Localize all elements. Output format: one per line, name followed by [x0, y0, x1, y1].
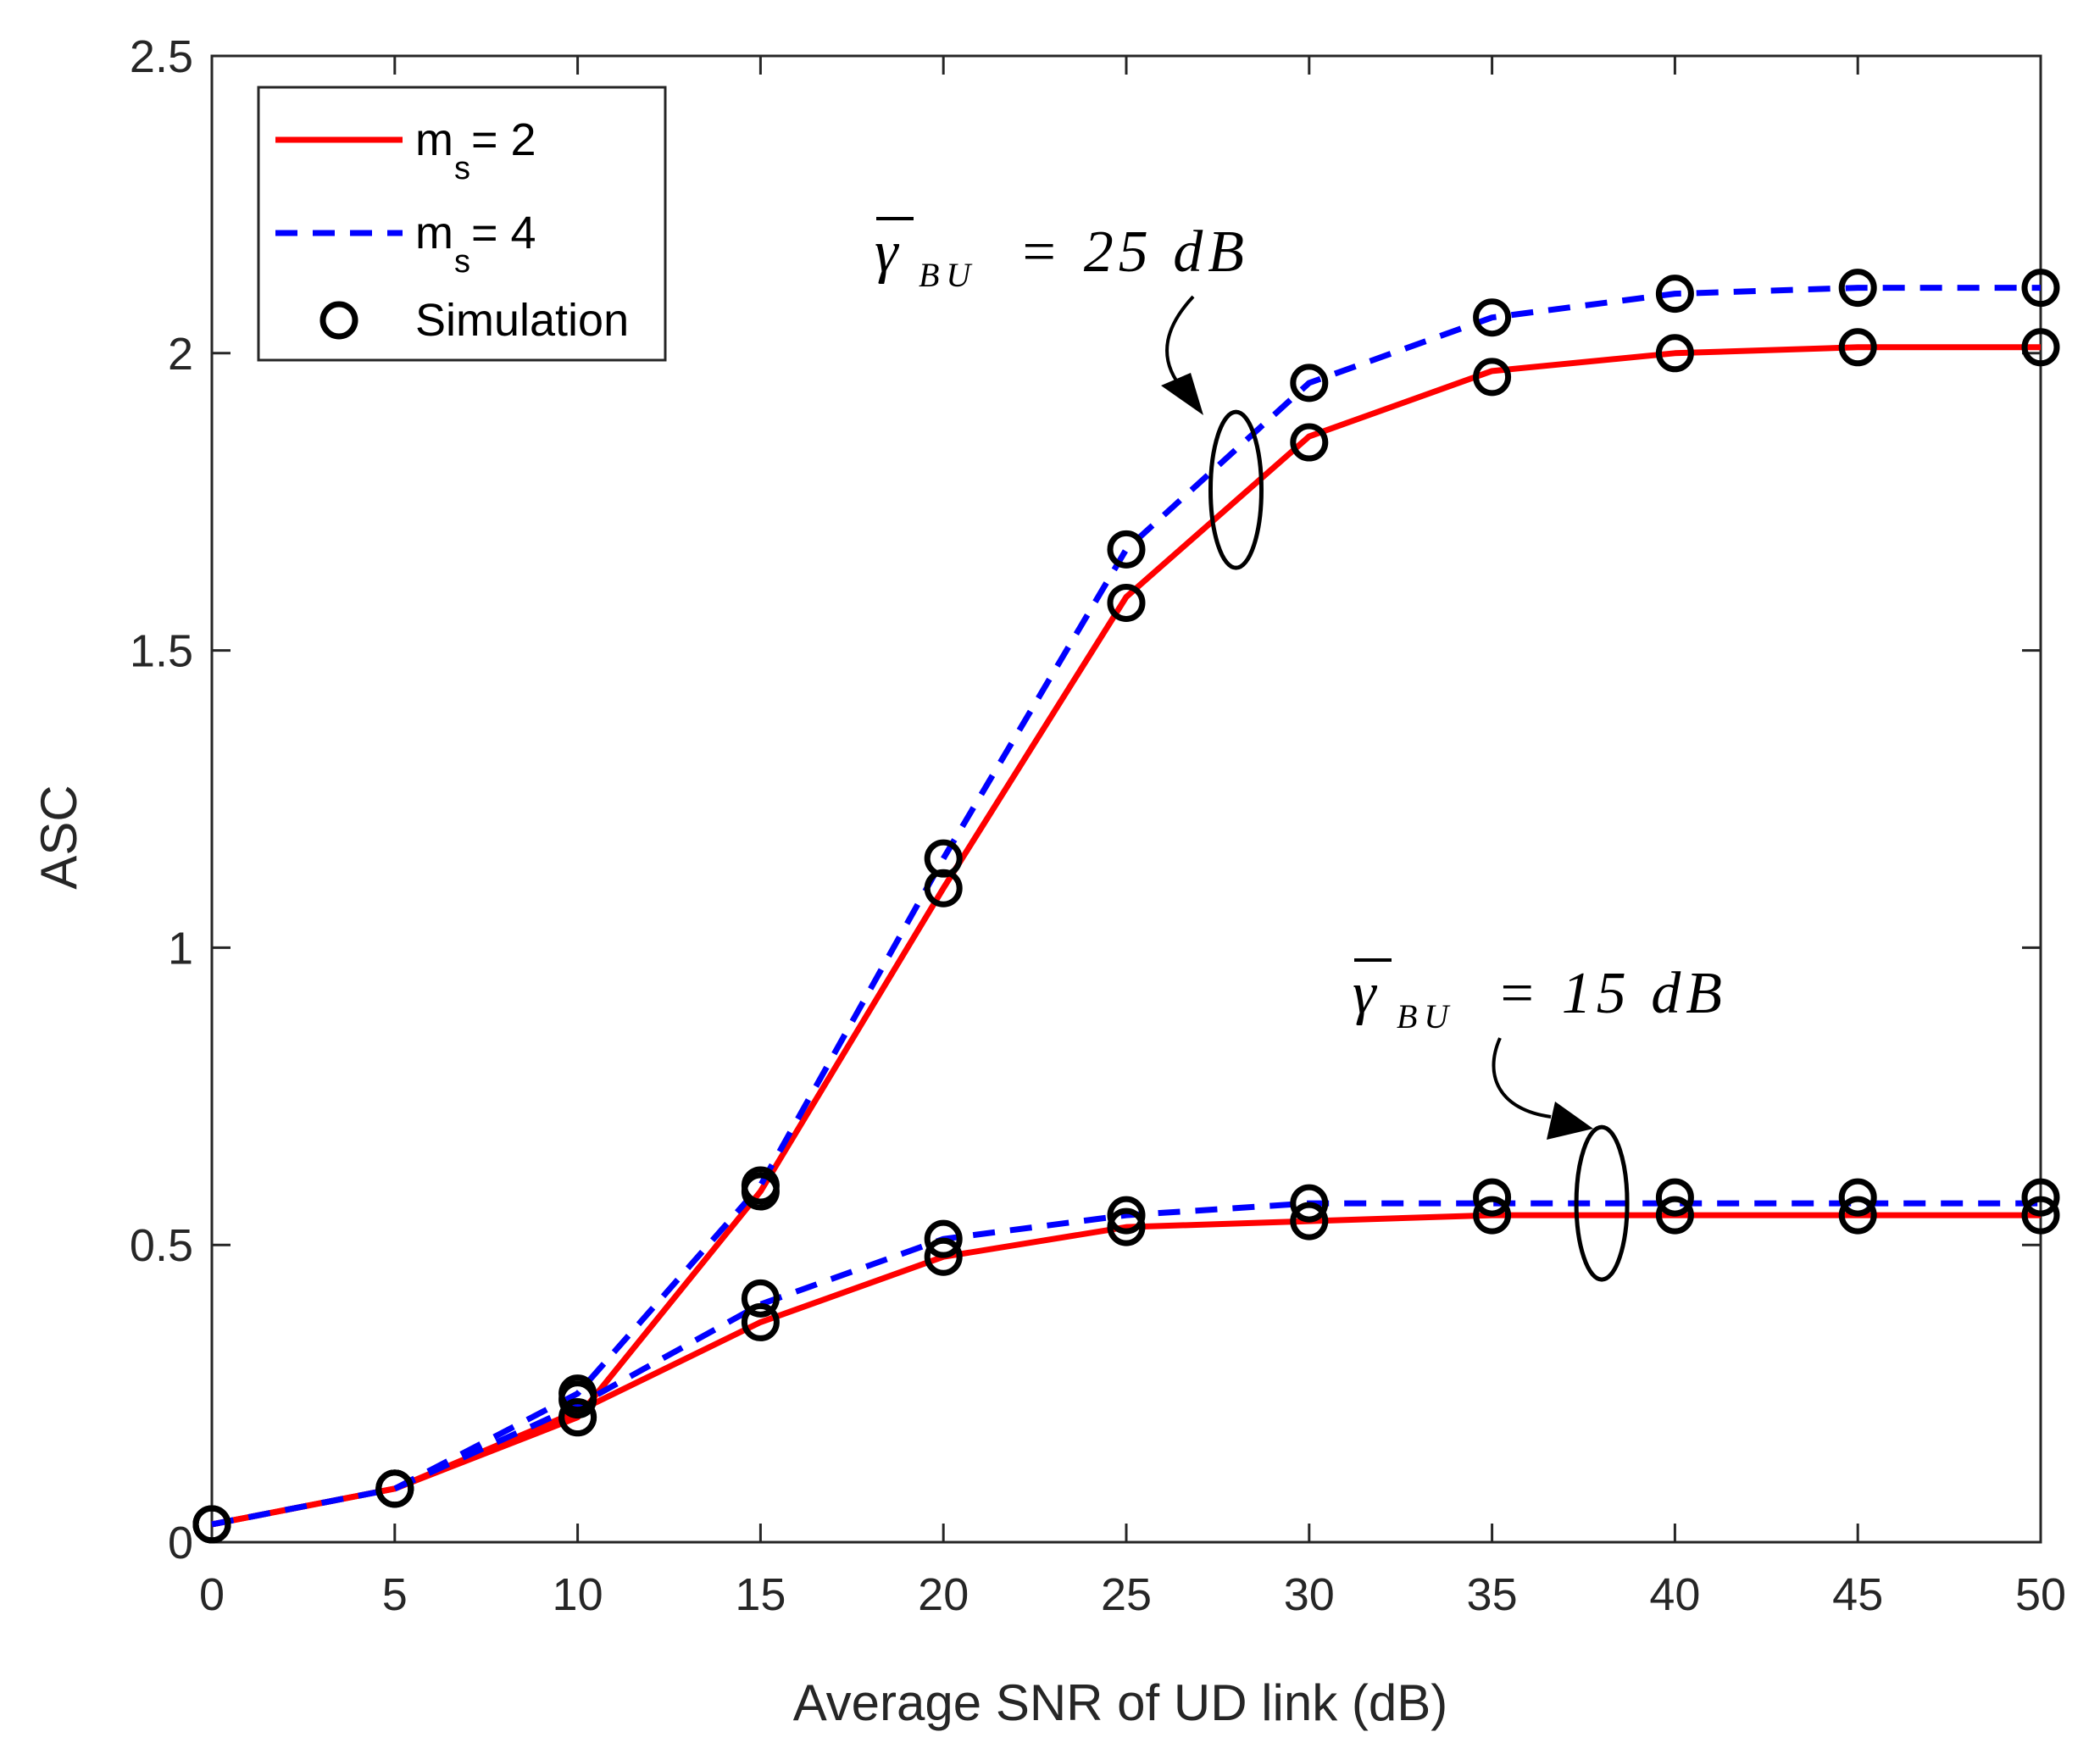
- simulation-marker: [1838, 328, 1877, 367]
- axis-ticks: 0 5 10 15 20 25 30 35 40 45 50 0 0.5 1 1.5 2 2.5: [130, 31, 2066, 1620]
- legend-label-1: m: [415, 114, 453, 165]
- simulation-marker: [1107, 583, 1146, 622]
- legend-label-2: m: [415, 208, 453, 258]
- annotation-ellipse: [1574, 1124, 1630, 1282]
- simulation-marker: [1290, 364, 1329, 402]
- x-tick-label: 5: [382, 1569, 408, 1620]
- simulation-marker: [1838, 269, 1877, 308]
- series-line-1: [211, 344, 2041, 1528]
- annotation-text: = 15 dB: [1497, 961, 1727, 1026]
- simulation-marker: [1838, 1196, 1877, 1235]
- annotation-subscript: BU: [1397, 997, 1455, 1035]
- annotation-arrowhead: [1161, 373, 1203, 415]
- annotation-symbol: γ: [1353, 961, 1381, 1026]
- series-lines: [211, 285, 2041, 1528]
- annotation-subscript: BU: [919, 256, 977, 294]
- simulation-marker: [1290, 1202, 1329, 1241]
- simulation-marker: [1473, 1178, 1512, 1217]
- simulation-markers: [192, 269, 2060, 1544]
- x-tick-label: 20: [918, 1569, 969, 1620]
- legend-label-3: Simulation: [415, 295, 629, 346]
- x-tick-label: 50: [2015, 1569, 2066, 1620]
- simulation-marker: [741, 1166, 780, 1205]
- x-tick-label: 40: [1649, 1569, 1700, 1620]
- x-tick-label: 35: [1467, 1569, 1518, 1620]
- simulation-marker: [2021, 1178, 2060, 1217]
- y-tick-label: 1: [168, 923, 193, 974]
- series-line-2: [211, 285, 2041, 1528]
- simulation-marker: [2021, 1196, 2060, 1235]
- simulation-marker: [558, 1380, 597, 1419]
- simulation-marker: [1107, 1196, 1146, 1235]
- simulation-marker: [741, 1302, 780, 1341]
- simulation-marker: [924, 1237, 963, 1276]
- simulation-marker: [2021, 328, 2060, 367]
- legend-value: = 2: [471, 114, 536, 165]
- simulation-marker: [1655, 1196, 1694, 1235]
- simulation-marker: [1290, 423, 1329, 462]
- y-tick-label: 0.5: [130, 1220, 193, 1271]
- simulation-marker: [1290, 1184, 1329, 1223]
- simulation-marker: [1838, 1178, 1877, 1217]
- simulation-marker: [558, 1398, 597, 1437]
- x-tick-label: 45: [1832, 1569, 1883, 1620]
- legend-marker: [319, 301, 358, 340]
- x-tick-label: 25: [1101, 1569, 1152, 1620]
- simulation-marker: [1473, 298, 1512, 337]
- simulation-marker: [192, 1505, 231, 1544]
- annotation-arrow: [1492, 1037, 1552, 1119]
- annotation-symbol: γ: [875, 219, 903, 285]
- simulation-marker: [375, 1469, 414, 1508]
- simulation-marker: [1107, 530, 1146, 569]
- y-tick-label: 1.5: [130, 626, 193, 677]
- x-tick-label: 10: [553, 1569, 603, 1620]
- legend-subscript: s: [454, 244, 470, 280]
- simulation-marker: [741, 1279, 780, 1318]
- simulation-marker: [1107, 1207, 1146, 1246]
- simulation-marker: [1473, 1196, 1512, 1235]
- annotations: γ BU = 25 dB γ BU = 15 dB: [875, 217, 1727, 1282]
- series-line-4: [211, 1200, 2041, 1528]
- x-axis-title: Average SNR of UD link (dB): [793, 1674, 1448, 1731]
- x-tick-label: 0: [199, 1569, 225, 1620]
- annotation-arrowhead: [1547, 1102, 1593, 1140]
- simulation-marker: [1655, 275, 1694, 314]
- simulation-marker: [1473, 358, 1512, 397]
- y-axis-title: ASC: [31, 785, 87, 889]
- x-tick-label: 30: [1284, 1569, 1335, 1620]
- simulation-marker: [924, 839, 963, 878]
- legend-value: = 4: [471, 208, 536, 258]
- y-tick-label: 2.5: [130, 31, 193, 82]
- y-tick-label: 0: [168, 1518, 193, 1568]
- x-tick-label: 15: [735, 1569, 786, 1620]
- y-tick-label: 2: [168, 329, 193, 380]
- simulation-marker: [2021, 269, 2060, 308]
- legend-subscript: s: [454, 151, 470, 186]
- simulation-marker: [924, 1219, 963, 1258]
- simulation-marker: [1655, 1178, 1694, 1217]
- annotation-ellipse: [1208, 409, 1264, 570]
- annotation-text: = 25 dB: [1019, 219, 1249, 285]
- series-line-3: [211, 1212, 2041, 1528]
- simulation-marker: [1655, 334, 1694, 373]
